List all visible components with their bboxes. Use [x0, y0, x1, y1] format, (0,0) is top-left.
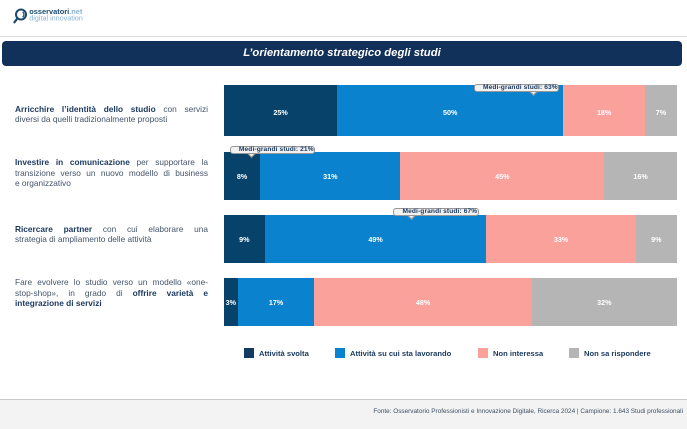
- svg-text:osservatori.net: osservatori.net: [29, 7, 83, 16]
- svg-text:digital innovation: digital innovation: [29, 13, 83, 22]
